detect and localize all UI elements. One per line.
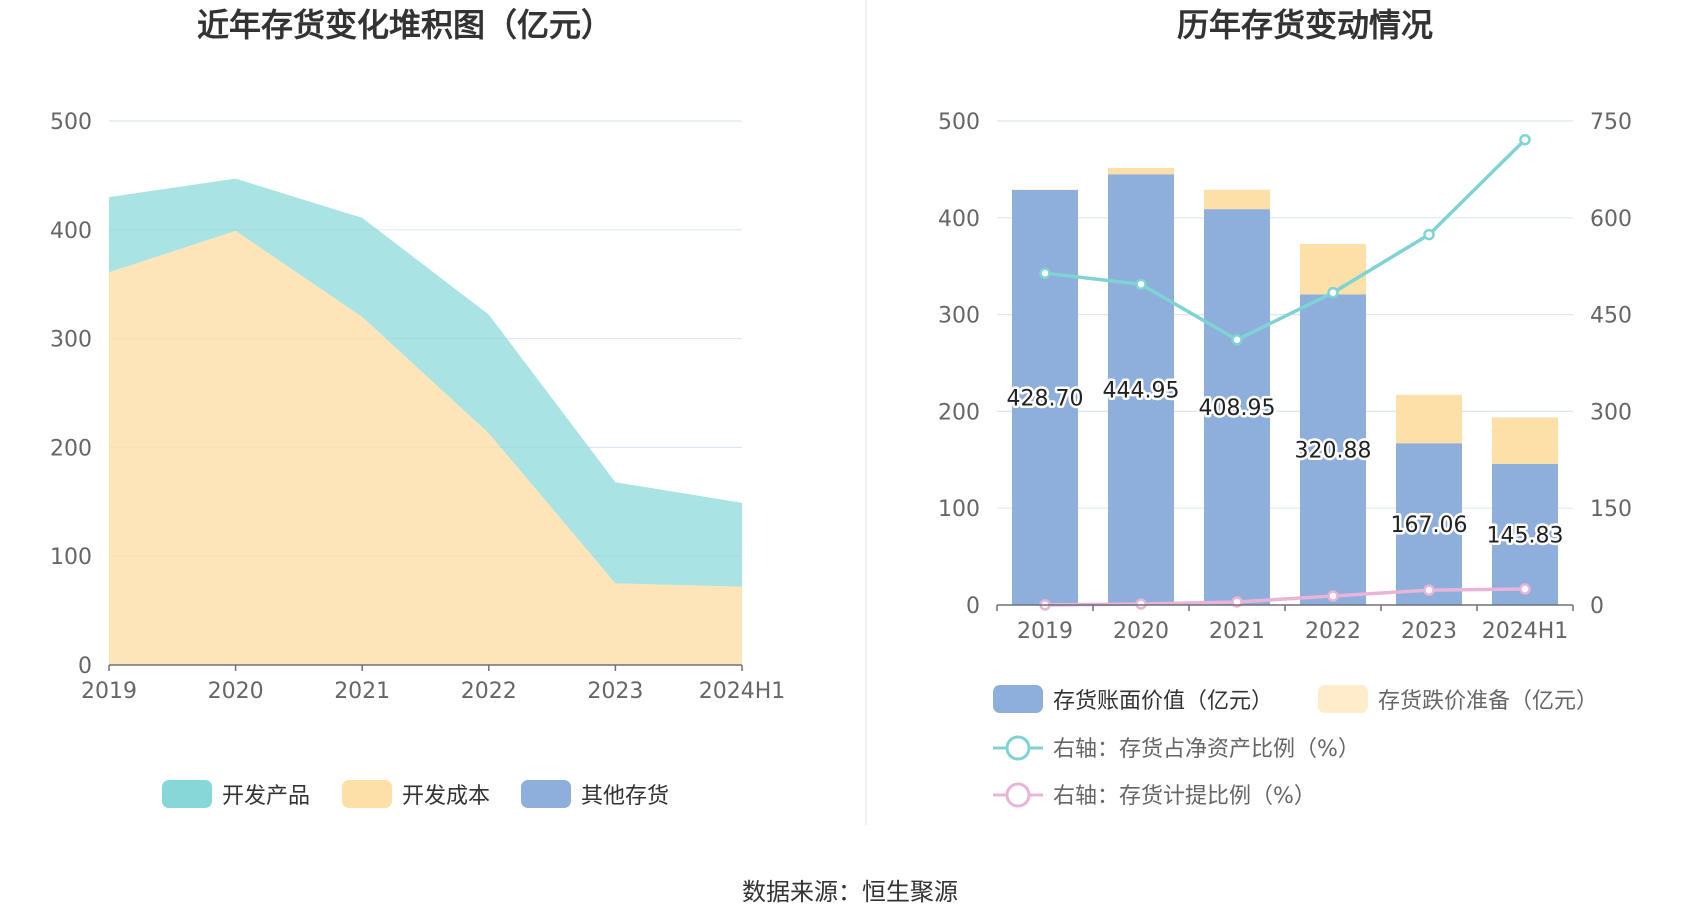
right-line-point-1 [1327, 590, 1339, 602]
right-line-point-0 [1327, 286, 1339, 299]
right-legend-label: 右轴：存货计提比例（%） [1053, 784, 1316, 809]
right-x-tick: 2023 [1401, 619, 1457, 644]
right-bar-value-label: 428.70 [1007, 387, 1084, 412]
left-legend-label: 开发成本 [402, 784, 490, 809]
right-y2-tick: 0 [1590, 594, 1604, 619]
left-legend: 开发产品 开发成本 其他存货 [162, 780, 669, 809]
right-y2-tick: 300 [1590, 400, 1632, 425]
right-y-tick: 200 [938, 400, 980, 425]
right-bar-seg-0 [1300, 294, 1366, 605]
right-bar-seg-0 [1492, 463, 1558, 605]
right-bar-value-label: 320.88 [1295, 439, 1372, 464]
right-line-1 [1044, 587, 1526, 607]
right-y2-tick: 750 [1590, 110, 1632, 135]
right-line-point-1 [1423, 584, 1435, 596]
right-line-point-1 [1135, 598, 1147, 610]
left-area-series-0 [109, 230, 742, 665]
right-legend-swatch [1318, 685, 1368, 713]
left-area-series-1 [109, 178, 742, 587]
right-line-point-0 [1423, 228, 1435, 241]
right-y2-tick: 450 [1590, 304, 1632, 329]
left-x-tick: 2020 [208, 679, 264, 704]
right-legend: 存货账面价值（亿元） 存货跌价准备（亿元） 右轴：存货占净资产比例（%） 右轴：存货计… [993, 685, 1598, 809]
right-bar-value-label: 444.95 [1103, 379, 1180, 404]
right-legend-label: 右轴：存货占净资产比例（%） [1053, 737, 1360, 762]
right-bar-line-chart: 历年存货变动情况 0 100 200 300 400 500 0 150 300 450 600 75… [938, 6, 1632, 809]
left-y-tick: 300 [50, 328, 92, 353]
right-line-point-0 [1519, 133, 1531, 146]
left-legend-label: 开发产品 [222, 784, 310, 809]
right-bar-value-label: 167.06 [1391, 513, 1468, 538]
left-legend-swatch [162, 780, 212, 808]
left-y-tick: 0 [78, 654, 92, 679]
right-legend-label: 存货跌价准备（亿元） [1378, 689, 1598, 714]
right-legend-marker [1005, 782, 1031, 808]
right-legend-label: 存货账面价值（亿元） [1053, 689, 1273, 714]
right-line-point-1 [1231, 596, 1243, 608]
right-line-point-0 [1135, 278, 1147, 291]
right-y-tick: 100 [938, 497, 980, 522]
left-x-tick: 2023 [587, 679, 643, 704]
right-chart-title: 历年存货变动情况 [1177, 6, 1433, 44]
right-bar-seg-1 [1300, 244, 1366, 295]
left-y-tick: 200 [50, 436, 92, 461]
right-bar-seg-1 [1108, 167, 1174, 175]
right-bar-seg-0 [1204, 209, 1270, 605]
right-grid: 0 100 200 300 400 500 0 150 300 450 600 750 [938, 110, 1632, 619]
left-legend-swatch [521, 780, 571, 808]
right-line-point-1 [1519, 583, 1531, 595]
right-line-point-0 [1231, 334, 1243, 346]
right-legend-marker [1005, 735, 1031, 761]
right-y-tick: 300 [938, 304, 980, 329]
right-bar-value-label: 145.83 [1487, 523, 1564, 548]
right-line-point-0 [1039, 267, 1051, 280]
right-bar-seg-1 [1492, 417, 1558, 464]
right-line-0 [1044, 138, 1527, 342]
right-bar-seg-0 [1396, 443, 1462, 605]
right-y2-tick: 150 [1590, 497, 1632, 522]
right-y-tick: 0 [966, 594, 980, 619]
right-x-tick: 2021 [1209, 619, 1265, 644]
right-bar-seg-1 [1396, 394, 1462, 444]
right-bar-labels: 428.70 444.95 408.95 320.88 167.06 145.83 [1004, 376, 1566, 551]
right-bars [1012, 167, 1558, 606]
right-x-tick: 2020 [1113, 619, 1169, 644]
right-x-tick: 2022 [1305, 619, 1361, 644]
right-bar-seg-0 [1012, 190, 1078, 605]
left-legend-label: 其他存货 [581, 784, 669, 809]
right-bar-seg-0 [1108, 174, 1174, 606]
left-x-tick: 2024H1 [699, 679, 786, 704]
left-y-tick: 500 [50, 110, 92, 135]
left-y-tick: 400 [50, 219, 92, 244]
right-y-tick: 500 [938, 110, 980, 135]
right-x-tick: 2019 [1017, 619, 1073, 644]
right-x-tick: 2024H1 [1482, 619, 1569, 644]
left-x-tick: 2022 [461, 679, 517, 704]
right-bar-seg-1 [1204, 189, 1270, 210]
right-lines [1039, 133, 1531, 611]
right-legend-swatch [993, 685, 1043, 713]
left-chart-title: 近年存货变化堆积图（亿元） [197, 6, 613, 44]
right-y2-tick: 600 [1590, 207, 1632, 232]
left-x-tick: 2021 [334, 679, 390, 704]
left-y-tick: 100 [50, 545, 92, 570]
left-areas [109, 178, 742, 665]
right-axis: 2019 2020 2021 2022 2023 2024H1 [996, 604, 1574, 644]
left-axis: 2019 2020 2021 2022 2023 2024H1 [81, 664, 786, 704]
left-legend-swatch [342, 780, 392, 808]
source-note: 数据来源：恒生聚源 [742, 878, 958, 906]
right-y-tick: 400 [938, 207, 980, 232]
right-bar-value-label: 408.95 [1199, 396, 1276, 421]
left-x-tick: 2019 [81, 679, 137, 704]
